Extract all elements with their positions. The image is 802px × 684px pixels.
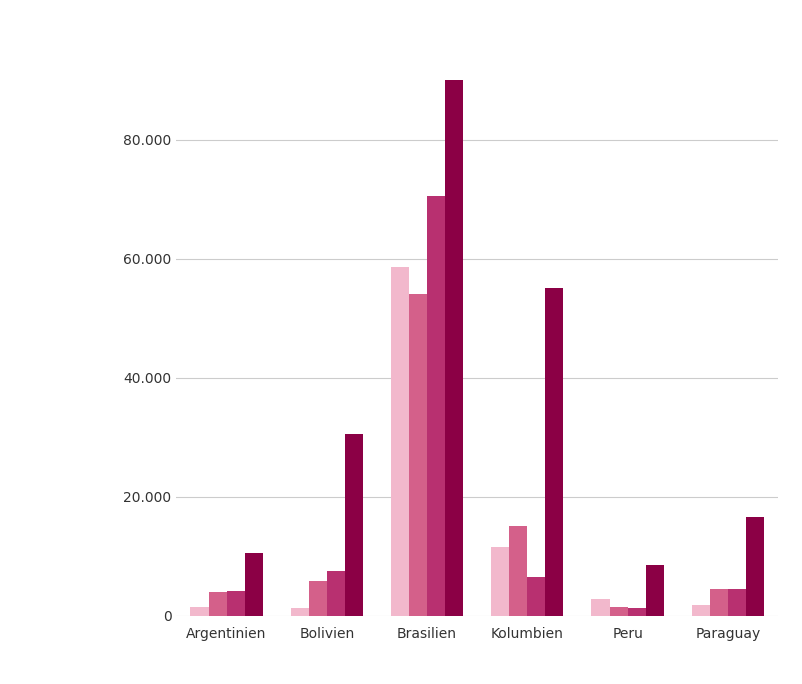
Bar [226, 590, 245, 616]
Bar [692, 605, 710, 616]
Bar [528, 577, 545, 616]
Bar [327, 571, 345, 616]
Bar [345, 434, 363, 616]
Bar [728, 589, 746, 616]
Bar [445, 80, 464, 616]
Bar [427, 196, 445, 616]
Bar [291, 609, 309, 616]
Bar [391, 267, 409, 616]
Bar [646, 565, 663, 616]
Bar [191, 607, 209, 616]
Bar [545, 289, 563, 616]
Bar [746, 517, 764, 616]
Bar [710, 589, 727, 616]
Bar [610, 607, 627, 616]
Bar [592, 599, 610, 616]
Bar [245, 553, 263, 616]
Bar [509, 527, 528, 616]
Bar [491, 547, 509, 616]
Bar [309, 581, 327, 616]
Bar [628, 609, 646, 616]
Bar [409, 294, 427, 616]
Bar [209, 592, 226, 616]
